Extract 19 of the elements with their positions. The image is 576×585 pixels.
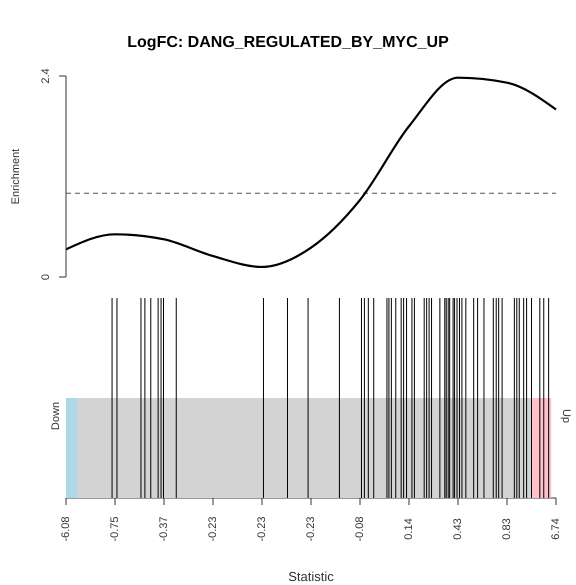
- line-series: [64, 76, 558, 268]
- category-label: -6.08: [60, 516, 72, 542]
- category-label: -0.23: [256, 516, 268, 542]
- text: Down: [50, 402, 62, 430]
- category-label: -0.23: [207, 516, 219, 542]
- y-tick-label: 2.4: [40, 68, 52, 84]
- text: Statistic: [288, 569, 334, 584]
- category-label: -0.08: [354, 516, 366, 542]
- category-label: 0.14: [403, 518, 415, 540]
- category-label: -0.75: [109, 516, 121, 542]
- category-label: 0.83: [501, 518, 513, 540]
- text: Up: [560, 408, 572, 424]
- y-tick-label: 0: [40, 274, 52, 280]
- category-label: 6.74: [550, 518, 562, 540]
- category-label: -0.37: [158, 516, 170, 542]
- category-label: 0.43: [452, 518, 464, 540]
- chart-title: LogFC: DANG_REGULATED_BY_MYC_UP: [126, 34, 450, 52]
- category-label: -0.23: [305, 516, 317, 542]
- y-axis-title: Enrichment: [10, 148, 22, 204]
